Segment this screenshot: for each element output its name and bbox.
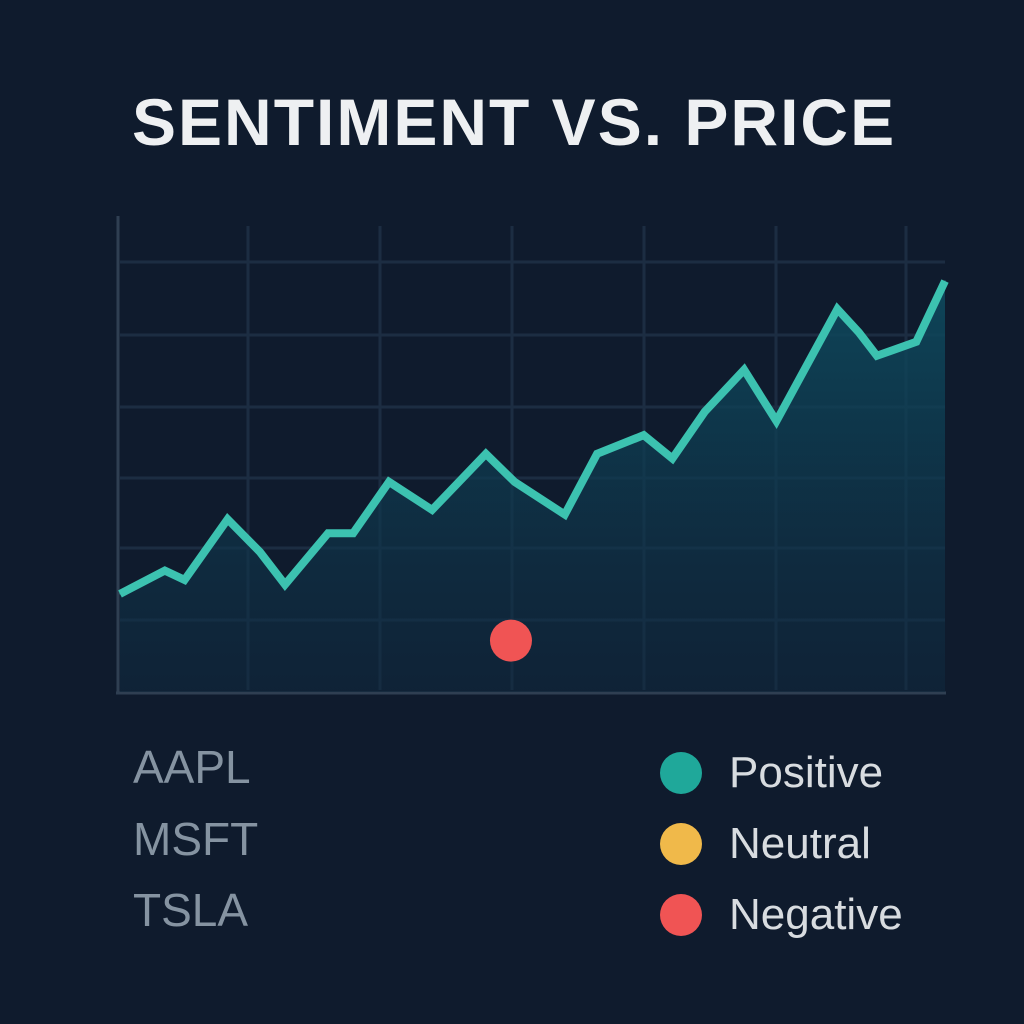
legend-item-neutral: Neutral	[660, 819, 871, 869]
legend-dot-negative-icon	[660, 894, 702, 936]
data-point	[596, 453, 598, 455]
data-point	[704, 411, 706, 413]
data-point	[671, 458, 673, 459]
data-point	[388, 481, 390, 483]
data-point	[284, 584, 286, 586]
data-point	[836, 308, 838, 310]
legend-label: Neutral	[729, 819, 871, 868]
legend-item-negative: Negative	[660, 890, 903, 940]
data-point	[944, 280, 946, 282]
data-point	[431, 509, 433, 511]
data-point	[227, 518, 229, 520]
ticker-tsla: TSLA	[133, 884, 249, 936]
chart-title: SENTIMENT VS. PRICE	[132, 85, 897, 159]
data-point	[915, 341, 917, 343]
data-point	[164, 570, 166, 572]
legend-dot-neutral-icon	[660, 823, 702, 865]
data-point	[514, 481, 516, 483]
data-point	[259, 551, 261, 553]
data-point	[775, 420, 777, 422]
negative-sentiment-marker	[489, 619, 532, 662]
series-line	[118, 279, 949, 598]
data-point	[327, 532, 329, 534]
legend-label: Positive	[729, 748, 884, 797]
legend-item-positive: Positive	[660, 748, 883, 798]
data-point	[119, 593, 121, 595]
data-point	[643, 434, 645, 436]
data-point	[564, 514, 566, 516]
data-point	[184, 579, 186, 581]
data-point	[352, 532, 354, 534]
legend-dot-positive-icon	[660, 752, 702, 794]
ticker-aapl: AAPL	[133, 741, 251, 793]
data-point	[876, 355, 878, 357]
data-point	[743, 369, 745, 371]
data-point	[858, 331, 860, 333]
legend-label: Negative	[729, 890, 903, 939]
ticker-msft: MSFT	[133, 813, 259, 865]
series-area	[120, 281, 945, 692]
data-point	[485, 453, 487, 455]
